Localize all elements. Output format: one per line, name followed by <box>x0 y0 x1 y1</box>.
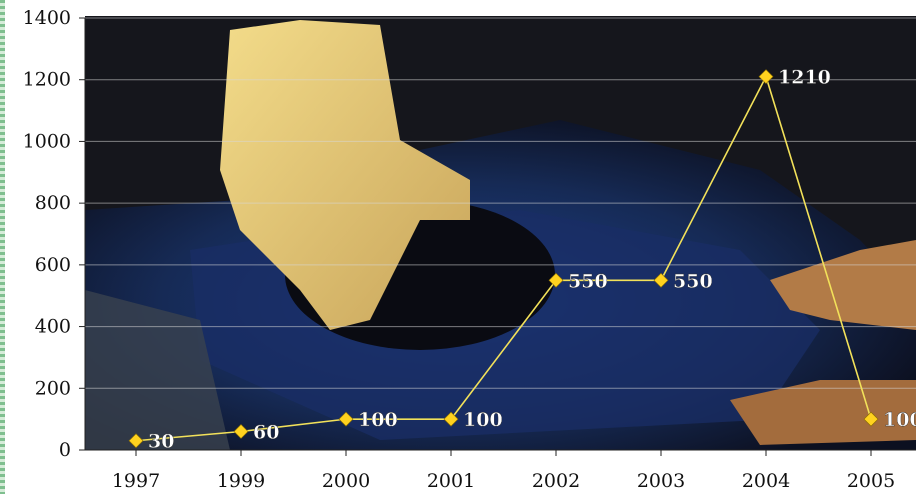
y-tick-label: 600 <box>35 254 71 276</box>
y-tick-label: 800 <box>35 192 71 214</box>
data-point-marker <box>338 411 354 427</box>
data-label: 60 <box>253 421 279 443</box>
data-point-marker <box>548 272 564 288</box>
x-tick-label: 1997 <box>112 470 160 492</box>
data-label: 30 <box>148 431 174 453</box>
y-tick-label: 1400 <box>23 7 71 29</box>
axes <box>84 18 916 451</box>
data-label: 100 <box>463 409 503 431</box>
y-tick-label: 200 <box>35 377 71 399</box>
x-tick-label: 1999 <box>217 470 265 492</box>
y-tick-label: 0 <box>59 439 71 461</box>
x-tick-label: 2004 <box>742 470 790 492</box>
data-label: 550 <box>568 270 608 292</box>
series-markers <box>128 69 879 449</box>
x-axis-ticks: 1997 1999 2000 2001 2002 2003 2004 2005 <box>112 450 895 492</box>
data-labels: 30 60 100 100 550 550 1210 100 <box>148 66 916 453</box>
x-tick-label: 2000 <box>322 470 370 492</box>
data-label: 1210 <box>778 67 831 89</box>
series-line <box>135 74 872 442</box>
y-tick-label: 1200 <box>23 69 71 91</box>
x-tick-label: 2003 <box>637 470 685 492</box>
y-axis-ticks: 0 200 400 600 800 1000 1200 1400 <box>23 7 85 461</box>
data-point-marker <box>653 272 669 288</box>
x-tick-label: 2005 <box>847 470 895 492</box>
y-tick-label: 1000 <box>23 130 71 152</box>
x-tick-label: 2001 <box>427 470 475 492</box>
data-label: 550 <box>673 270 713 292</box>
y-tick-label: 400 <box>35 316 71 338</box>
data-point-marker <box>863 411 879 427</box>
data-label: 100 <box>883 409 916 431</box>
grid-lines <box>85 17 916 389</box>
x-tick-label: 2002 <box>532 470 580 492</box>
data-point-marker <box>233 424 249 439</box>
series-line-path <box>135 74 872 442</box>
data-point-marker <box>128 433 144 449</box>
background-photo <box>85 16 916 450</box>
page-left-border <box>0 0 5 494</box>
data-point-marker <box>758 69 774 85</box>
data-point-marker <box>443 411 459 427</box>
data-label: 100 <box>358 409 398 431</box>
